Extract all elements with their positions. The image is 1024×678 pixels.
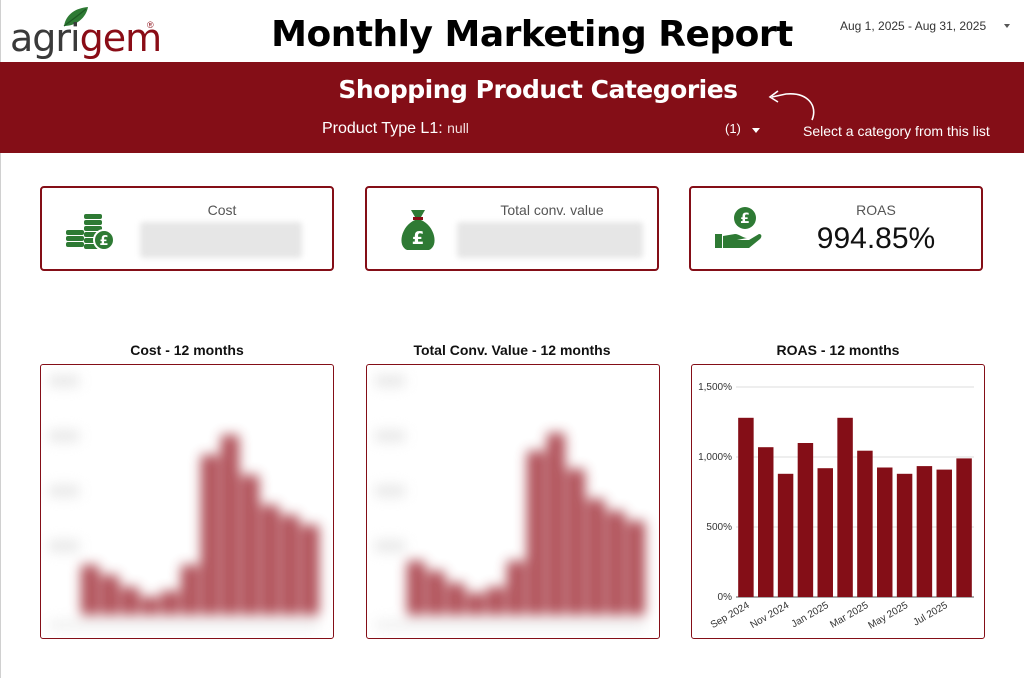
y-tick-label: 1,000% bbox=[698, 452, 732, 463]
bar-nov-2024[interactable] bbox=[777, 473, 794, 597]
bar-may-2025[interactable] bbox=[896, 473, 913, 597]
cost-chart-redacted bbox=[40, 364, 334, 639]
bar-jul-2025[interactable] bbox=[936, 469, 952, 597]
svg-text:£: £ bbox=[412, 228, 425, 249]
frame-border bbox=[0, 0, 1, 678]
kpi-cost-card: £ Cost bbox=[40, 186, 334, 271]
redacted-chart-graphic bbox=[49, 375, 319, 630]
date-range-text: Aug 1, 2025 - Aug 31, 2025 bbox=[840, 19, 987, 33]
filter-hint: Select a category from this list bbox=[803, 123, 990, 139]
section-banner: Shopping Product Categories Product Type… bbox=[0, 62, 1024, 153]
bar-aug-2025[interactable] bbox=[956, 458, 972, 597]
y-tick-label: 1,500% bbox=[698, 382, 732, 393]
kpi-roas-label: ROAS bbox=[856, 202, 896, 218]
page-title: Monthly Marketing Report bbox=[271, 14, 793, 55]
product-type-filter[interactable]: Product Type L1: null bbox=[322, 120, 469, 138]
chevron-down-icon bbox=[1004, 24, 1010, 28]
kpi-conv-value-card: £ Total conv. value bbox=[365, 186, 659, 271]
kpi-cost-value-redacted bbox=[140, 222, 302, 258]
svg-text:£: £ bbox=[99, 234, 108, 249]
x-tick-label: May 2025 bbox=[867, 600, 911, 632]
registered-mark: ® bbox=[147, 20, 154, 30]
date-range-picker[interactable]: Aug 1, 2025 - Aug 31, 2025 bbox=[828, 18, 1018, 36]
roas-chart: 0% 500% 1,000% 1,500% Sep 2024 Nov 2024 Jan 20… bbox=[691, 364, 985, 639]
conv-value-chart-title: Total Conv. Value - 12 months bbox=[413, 342, 611, 358]
kpi-cost-label: Cost bbox=[207, 202, 237, 218]
filter-count[interactable]: (1) bbox=[725, 121, 741, 136]
bar-feb-2025[interactable] bbox=[837, 417, 853, 597]
x-tick-label: Jul 2025 bbox=[912, 600, 951, 629]
caret-down-icon[interactable] bbox=[752, 128, 760, 133]
x-tick-label: Sep 2024 bbox=[709, 600, 752, 631]
bar-jan-2025[interactable] bbox=[817, 468, 833, 597]
svg-text:£: £ bbox=[740, 211, 750, 227]
kpi-conv-value-redacted bbox=[457, 222, 643, 258]
money-bag-pound-icon: £ bbox=[401, 210, 435, 250]
x-tick-label: Jan 2025 bbox=[790, 600, 832, 630]
logo-text: agrigem bbox=[10, 16, 162, 60]
coin-stack-pound-icon: £ bbox=[66, 214, 114, 251]
bar-apr-2025[interactable] bbox=[877, 467, 893, 598]
redacted-chart-graphic bbox=[375, 375, 645, 630]
filter-label: Product Type L1: bbox=[322, 120, 448, 137]
y-tick-label: 500% bbox=[706, 522, 732, 533]
kpi-conv-value-label: Total conv. value bbox=[500, 202, 604, 218]
bar-mar-2025[interactable] bbox=[857, 450, 873, 597]
y-tick-label: 0% bbox=[718, 592, 733, 603]
x-tick-label: Nov 2024 bbox=[749, 600, 792, 631]
bar-jun-2025[interactable] bbox=[916, 466, 933, 597]
conv-value-chart-redacted bbox=[366, 364, 660, 639]
curved-arrow-icon bbox=[768, 90, 815, 121]
cost-chart-title: Cost - 12 months bbox=[130, 342, 244, 358]
filter-value: null bbox=[447, 120, 469, 136]
bar-dec-2024[interactable] bbox=[797, 443, 814, 597]
bar-oct-2024[interactable] bbox=[758, 447, 774, 597]
roas-chart-title: ROAS - 12 months bbox=[776, 342, 900, 358]
kpi-roas-card: £ ROAS 994.85% bbox=[689, 186, 983, 271]
kpi-roas-value: 994.85% bbox=[816, 222, 936, 255]
leaf-icon bbox=[63, 7, 88, 27]
agrigem-logo: agrigem ® bbox=[10, 6, 162, 60]
section-title: Shopping Product Categories bbox=[338, 75, 738, 104]
x-tick-label: Mar 2025 bbox=[828, 600, 870, 631]
bar-sep-2024[interactable] bbox=[738, 417, 754, 597]
hand-pound-coin-icon: £ bbox=[715, 207, 762, 248]
